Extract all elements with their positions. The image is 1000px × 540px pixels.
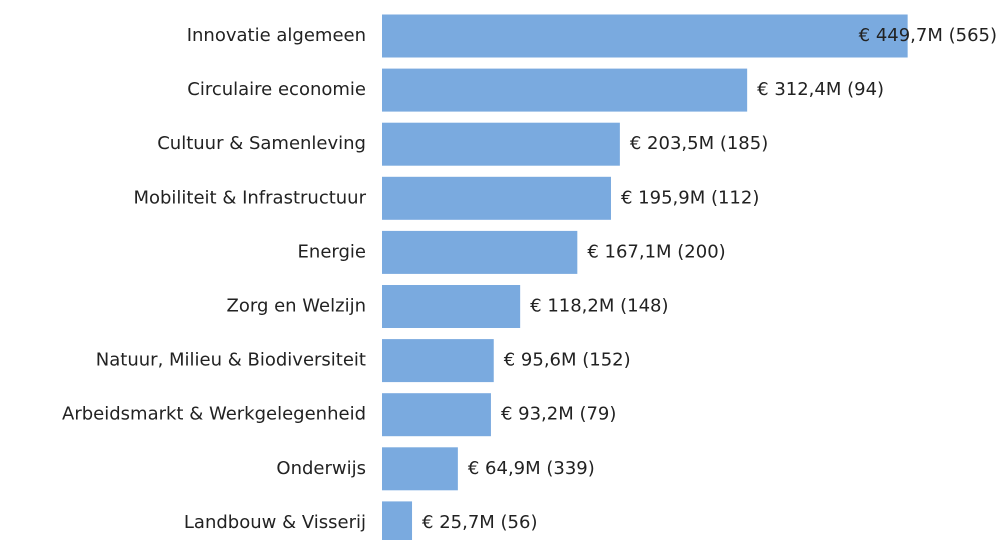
value-label: € 64,9M (339) xyxy=(468,458,595,479)
value-label: € 203,5M (185) xyxy=(630,133,768,154)
bar xyxy=(382,176,611,220)
value-label: € 95,6M (152) xyxy=(504,350,631,371)
value-label: € 25,7M (56) xyxy=(422,512,537,533)
value-label: € 312,4M (94) xyxy=(757,79,884,100)
category-label: Natuur, Milieu & Biodiversiteit xyxy=(96,350,366,371)
category-label: Landbouw & Visserij xyxy=(184,512,366,533)
bar xyxy=(382,285,521,328)
bar xyxy=(382,501,413,540)
category-label: Innovatie algemeen xyxy=(187,25,366,46)
bar xyxy=(382,393,491,437)
bar xyxy=(382,68,748,112)
bar xyxy=(382,122,620,166)
category-label: Energie xyxy=(298,241,366,262)
category-label: Zorg en Welzijn xyxy=(227,296,366,317)
value-label: € 195,9M (112) xyxy=(621,187,759,208)
value-label: € 93,2M (79) xyxy=(501,404,616,425)
bar xyxy=(382,14,908,58)
category-label: Arbeidsmarkt & Werkgelegenheid xyxy=(62,404,366,425)
category-label: Cultuur & Samenleving xyxy=(157,133,366,154)
value-label: € 449,7M (565) xyxy=(859,25,997,46)
value-label: € 118,2M (148) xyxy=(530,296,668,317)
bar xyxy=(382,447,458,491)
category-label: Onderwijs xyxy=(276,458,366,479)
category-label: Circulaire economie xyxy=(187,79,366,100)
bar xyxy=(382,230,578,274)
category-label: Mobiliteit & Infrastructuur xyxy=(133,187,366,208)
value-label: € 167,1M (200) xyxy=(587,241,725,262)
bar xyxy=(382,339,494,383)
